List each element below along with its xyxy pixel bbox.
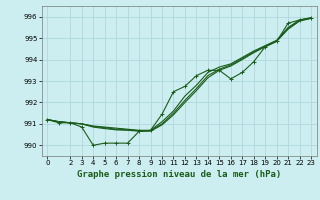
X-axis label: Graphe pression niveau de la mer (hPa): Graphe pression niveau de la mer (hPa) [77,170,281,179]
